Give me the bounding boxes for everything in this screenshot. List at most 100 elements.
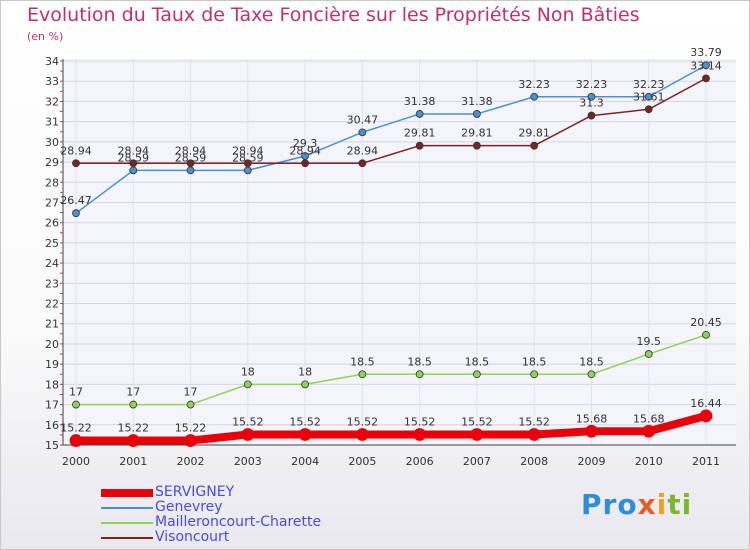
data-label: 20.45 <box>690 316 722 329</box>
data-label: 28.59 <box>118 151 150 164</box>
data-label: 15.52 <box>518 415 550 428</box>
series-line-mailleroncourt <box>75 334 707 406</box>
legend-label: Visoncourt <box>155 529 230 545</box>
data-label: 30.47 <box>347 113 379 126</box>
data-point <box>470 428 484 441</box>
series-line-servigney <box>72 411 710 445</box>
data-label: 28.59 <box>175 151 207 164</box>
y-tick-label: 33 <box>45 75 59 88</box>
data-label: 28.94 <box>289 144 321 157</box>
data-point <box>129 400 138 409</box>
data-label: 32.23 <box>518 78 550 91</box>
series-line-visoncourt <box>75 77 707 165</box>
x-tick-label: 2001 <box>119 455 147 468</box>
data-label: 28.94 <box>232 144 264 157</box>
y-tick-label: 28 <box>45 176 59 189</box>
data-point <box>587 92 596 101</box>
data-point <box>358 128 367 137</box>
data-point <box>702 61 710 70</box>
x-tick-label: 2003 <box>234 455 262 468</box>
data-point <box>69 434 83 447</box>
y-tick-label: 34 <box>45 55 59 68</box>
data-point <box>186 400 195 409</box>
data-point <box>644 92 653 101</box>
data-point <box>587 111 596 120</box>
data-label: 18.5 <box>579 355 604 368</box>
data-label: 31.3 <box>579 97 604 110</box>
data-point <box>644 350 653 358</box>
legend-swatch-visoncourt <box>101 537 153 539</box>
y-tick-label: 20 <box>45 338 59 351</box>
legend-item-mailleroncourt: Mailleroncourt-Charette <box>101 514 361 530</box>
proxiti-logo: Proxiti <box>581 488 693 521</box>
y-tick-label: 15 <box>45 439 59 452</box>
legend-item-servigney: SERVIGNEY <box>101 484 361 500</box>
x-tick-label: 2009 <box>577 455 605 468</box>
series-line-genevrey <box>75 64 707 214</box>
data-label: 32.23 <box>576 78 608 91</box>
x-tick-label: 2000 <box>62 455 90 468</box>
data-point <box>473 110 481 118</box>
data-point <box>186 159 195 168</box>
data-point <box>530 141 539 150</box>
data-label: 28.94 <box>118 144 150 157</box>
x-tick-label: 2010 <box>635 455 663 468</box>
data-point <box>243 380 252 389</box>
data-point <box>355 428 369 441</box>
data-label: 31.38 <box>461 95 493 108</box>
legend-item-visoncourt: Visoncourt <box>101 529 361 545</box>
data-label: 15.52 <box>404 415 436 428</box>
data-label: 33.14 <box>690 59 722 72</box>
data-point <box>129 166 138 175</box>
y-axis-unit: (en %) <box>27 30 64 43</box>
legend-item-genevrey: Genevrey <box>101 499 361 515</box>
x-tick-label: 2006 <box>406 455 434 468</box>
data-label: 17 <box>184 386 198 399</box>
plot-area <box>63 59 736 445</box>
x-tick-label: 2005 <box>348 455 376 468</box>
data-label: 15.22 <box>60 422 92 435</box>
data-label: 18.5 <box>522 355 547 368</box>
data-point <box>644 105 653 114</box>
data-point <box>301 159 309 168</box>
legend-label: SERVIGNEY <box>155 484 235 500</box>
data-point <box>702 330 710 339</box>
data-label: 16.44 <box>690 397 722 410</box>
data-label: 15.22 <box>175 422 207 435</box>
legend-swatch-servigney <box>101 489 153 497</box>
x-tick-label: 2002 <box>177 455 205 468</box>
data-label: 15.52 <box>232 415 264 428</box>
y-tick-label: 21 <box>45 318 59 331</box>
chart-title: Evolution du Taux de Taxe Foncière sur l… <box>27 4 640 26</box>
legend: SERVIGNEY Genevrey Mailleroncourt-Charet… <box>101 484 361 545</box>
data-point <box>413 428 427 441</box>
y-tick-label: 32 <box>45 95 59 108</box>
data-label: 18.5 <box>350 355 375 368</box>
x-tick-label: 2008 <box>520 455 548 468</box>
x-tick-label: 2011 <box>692 455 720 468</box>
data-label: 26.47 <box>60 194 92 207</box>
y-tick-label: 29 <box>45 156 59 169</box>
y-tick-label: 25 <box>45 237 59 250</box>
data-label: 17 <box>126 386 140 399</box>
y-tick-label: 30 <box>45 136 59 149</box>
data-label: 15.22 <box>118 422 150 435</box>
data-label: 29.81 <box>518 127 550 140</box>
data-label: 18.5 <box>407 355 432 368</box>
data-point <box>243 166 252 175</box>
data-label: 15.52 <box>347 415 379 428</box>
data-point <box>699 409 713 423</box>
data-point <box>243 159 252 168</box>
data-point <box>585 424 598 438</box>
y-tick-label: 18 <box>45 378 59 391</box>
data-label: 29.3 <box>293 137 318 150</box>
x-tick-label: 2007 <box>463 455 491 468</box>
data-point <box>415 370 424 379</box>
data-label: 33.79 <box>690 46 722 59</box>
y-tick-label: 31 <box>45 116 59 129</box>
y-tick-label: 16 <box>45 419 59 432</box>
x-tick-label: 2004 <box>291 455 319 468</box>
data-point <box>184 434 197 447</box>
data-point <box>587 370 596 379</box>
